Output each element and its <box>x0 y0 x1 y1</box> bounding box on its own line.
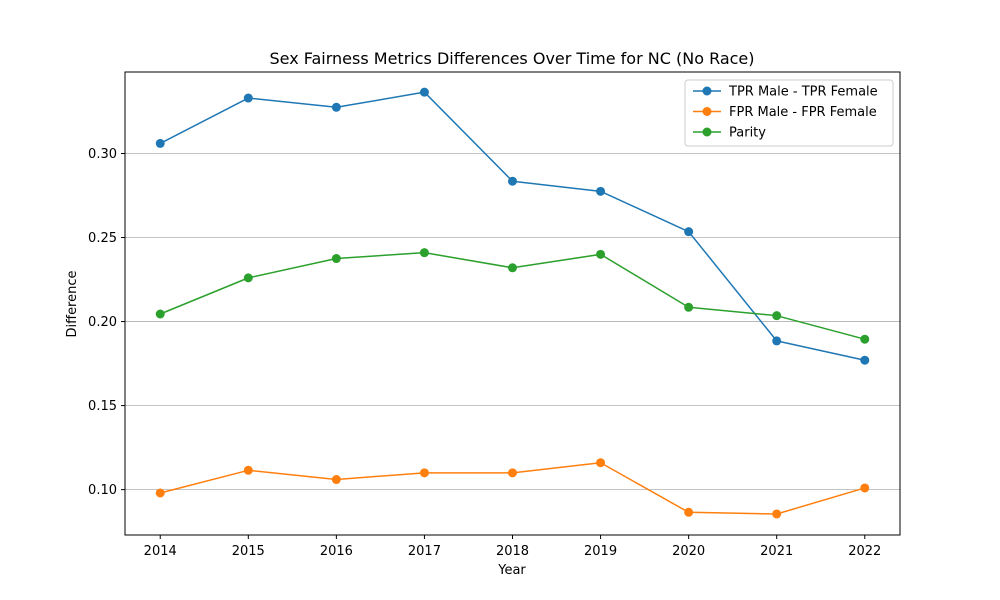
data-point <box>419 87 429 97</box>
data-point <box>860 334 870 344</box>
data-point <box>243 93 253 103</box>
x-tick-label: 2015 <box>232 544 265 559</box>
y-tick-label: 0.30 <box>88 147 117 162</box>
x-tick-label: 2019 <box>584 544 617 559</box>
data-point <box>508 468 517 478</box>
legend-swatch-marker <box>702 86 712 96</box>
data-point <box>684 302 694 312</box>
data-point <box>331 254 341 264</box>
legend-label: Parity <box>729 126 766 141</box>
data-point <box>419 248 429 258</box>
series-2 <box>155 458 870 519</box>
y-tick-label: 0.10 <box>88 483 117 498</box>
grid-lines <box>125 153 900 491</box>
legend-swatch-marker <box>702 107 712 116</box>
data-point <box>155 309 165 319</box>
legend-box <box>684 79 894 147</box>
x-tick-label: 2017 <box>408 544 441 559</box>
x-tick-label: 2020 <box>672 544 705 559</box>
data-point <box>331 475 341 485</box>
series-3 <box>155 248 870 344</box>
data-point <box>508 263 517 273</box>
y-tick-label: 0.20 <box>88 315 117 330</box>
series-layer <box>155 87 870 519</box>
data-point <box>772 509 782 519</box>
x-axis-label: Year <box>497 563 526 578</box>
x-tick-label: 2018 <box>496 544 529 559</box>
data-point <box>684 507 694 517</box>
y-axis: 0.10 0.15 0.20 0.25 0.30 <box>88 147 125 498</box>
data-point <box>155 488 165 498</box>
data-point <box>331 102 341 112</box>
legend-swatch-marker <box>702 127 712 137</box>
data-point <box>860 355 870 365</box>
y-axis-label: Difference <box>65 270 80 337</box>
legend-label: TPR Male - TPR Female <box>728 85 878 100</box>
legend-label: FPR Male - FPR Female <box>729 105 877 120</box>
chart-title: Sex Fairness Metrics Differences Over Ti… <box>269 49 754 68</box>
x-tick-label: 2014 <box>144 544 177 559</box>
x-tick-label: 2016 <box>320 544 353 559</box>
data-point <box>596 186 606 196</box>
data-point <box>419 468 429 478</box>
data-point <box>684 227 694 237</box>
series-1 <box>155 87 870 365</box>
x-axis: 2014 2015 2016 2017 2018 2019 2020 2021 2022 <box>144 535 881 559</box>
legend-item: TPR Male - TPR Female <box>693 85 878 100</box>
x-tick-label: 2021 <box>760 544 793 559</box>
x-tick-label: 2022 <box>848 544 881 559</box>
data-point <box>860 483 870 493</box>
data-point <box>243 273 253 283</box>
y-tick-label: 0.25 <box>88 231 117 246</box>
data-point <box>772 311 782 321</box>
legend: TPR Male - TPR Female FPR Male - FPR Fema… <box>684 79 894 147</box>
data-point <box>596 458 606 468</box>
legend-item: Parity <box>693 126 766 141</box>
y-tick-label: 0.15 <box>88 399 117 414</box>
data-point <box>155 138 165 148</box>
data-point <box>596 249 606 259</box>
data-point <box>772 336 782 346</box>
data-point <box>508 176 517 186</box>
legend-item: FPR Male - FPR Female <box>693 105 877 120</box>
data-point <box>243 465 253 475</box>
